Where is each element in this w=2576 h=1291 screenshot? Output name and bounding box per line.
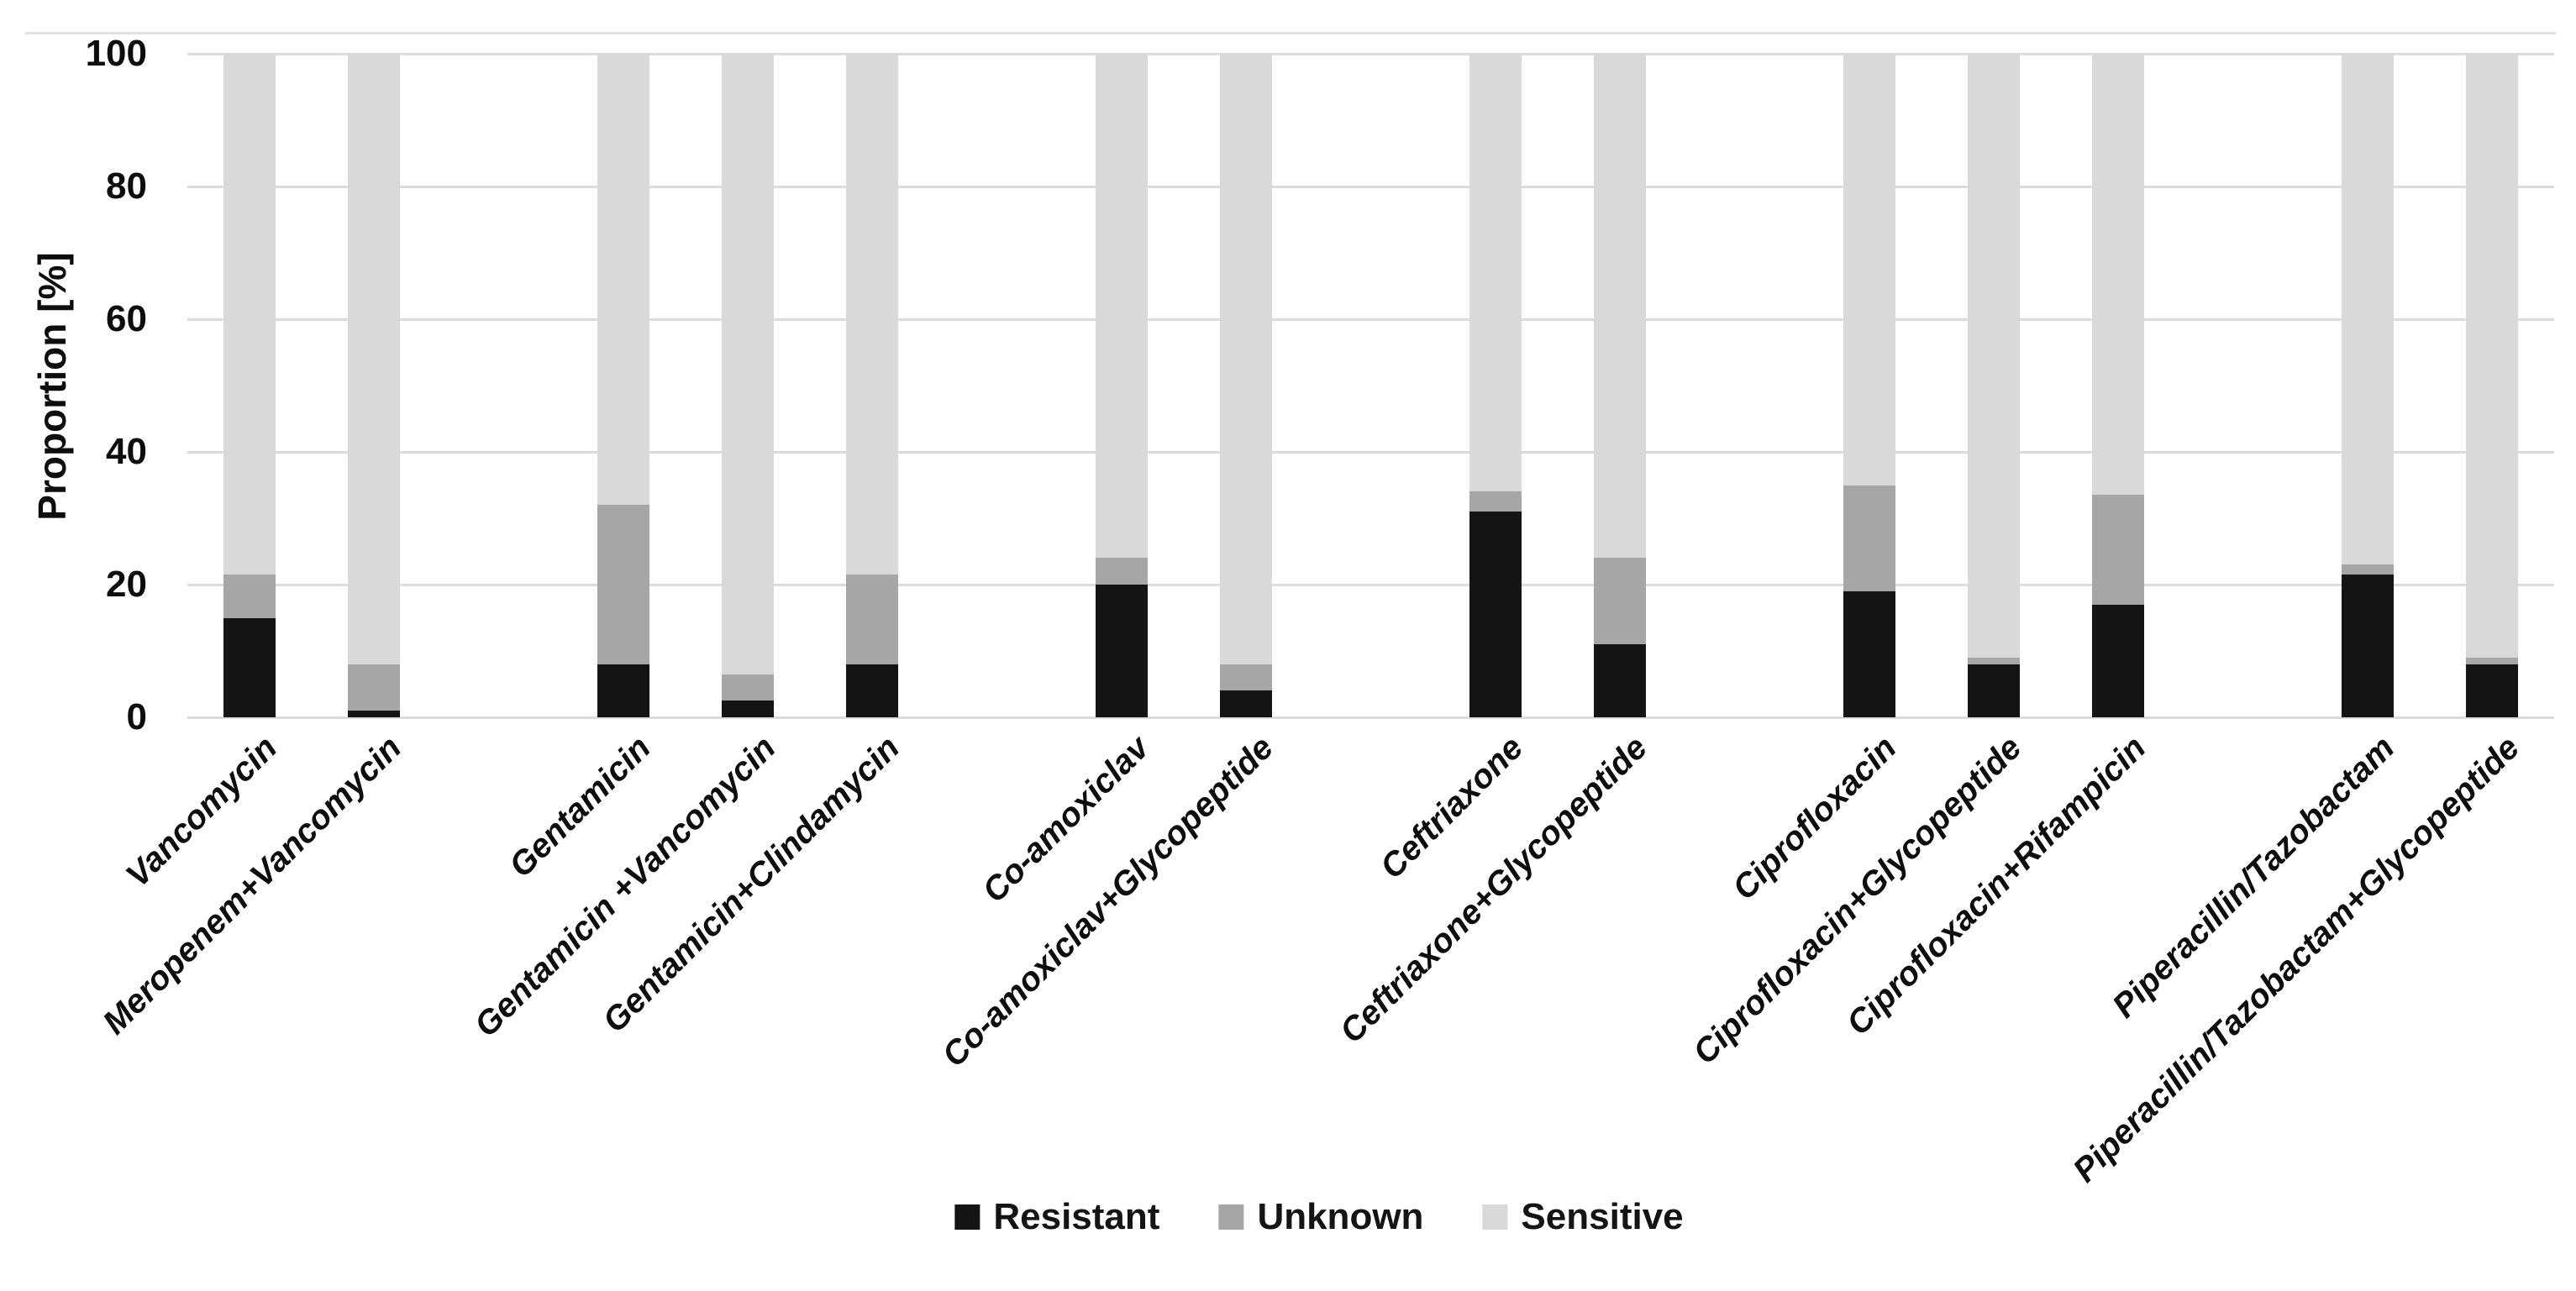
bar-segment-resistant — [1967, 664, 2020, 717]
bar-piperacillin-tazobactam — [2341, 54, 2394, 717]
bar-segment-unknown — [1095, 558, 1148, 585]
bar-segment-resistant — [223, 617, 276, 717]
bar-segment-unknown — [1469, 491, 1522, 512]
bar-segment-resistant — [846, 664, 899, 717]
legend-swatch-sensitive — [1482, 1204, 1508, 1230]
bar-ceftriaxone-glycopeptide — [1594, 54, 1647, 717]
bar-gentamicin-vancomycin — [722, 54, 775, 717]
bar-ceftriaxone — [1469, 54, 1522, 717]
gridline-60 — [187, 318, 2554, 321]
x-axis-label: Piperacillin/Tazobactam+Glycopeptide — [2066, 729, 2526, 1189]
bar-segment-unknown — [1967, 657, 2020, 664]
bar-segment-sensitive — [2341, 54, 2394, 565]
bar-segment-unknown — [846, 575, 899, 664]
bar-segment-resistant — [1220, 690, 1273, 717]
bar-segment-sensitive — [2092, 54, 2145, 496]
bar-segment-resistant — [1594, 644, 1647, 717]
bar-segment-resistant — [1843, 590, 1895, 717]
legend-swatch-unknown — [1218, 1204, 1244, 1230]
bar-segment-resistant — [597, 664, 649, 717]
y-tick-label-20: 20 — [106, 564, 147, 605]
bar-segment-resistant — [722, 701, 775, 717]
bar-segment-sensitive — [348, 54, 401, 664]
bar-segment-unknown — [1843, 485, 1895, 591]
bar-segment-resistant — [1095, 585, 1148, 717]
bar-ciprofloxacin — [1843, 54, 1895, 717]
bar-segment-sensitive — [846, 54, 899, 575]
bar-segment-resistant — [348, 711, 401, 717]
gridline-20 — [187, 584, 2554, 586]
legend-swatch-resistant — [954, 1204, 980, 1230]
bar-segment-unknown — [2092, 495, 2145, 605]
bar-vancomycin — [223, 54, 276, 717]
bar-ciprofloxacin-rifampicin — [2092, 54, 2145, 717]
legend-label: Resistant — [993, 1196, 1160, 1237]
bar-gentamicin-clindamycin — [846, 54, 899, 717]
bar-meropenem-vancomycin — [348, 54, 401, 717]
bar-co-amoxiclav-glycopeptide — [1220, 54, 1273, 717]
legend: Resistant Unknown Sensitive — [954, 1196, 1684, 1238]
bar-segment-unknown — [1220, 664, 1273, 691]
gridline-80 — [187, 186, 2554, 188]
bar-segment-unknown — [597, 505, 649, 664]
bar-segment-unknown — [348, 664, 401, 711]
gridline-0 — [187, 716, 2554, 719]
legend-item-resistant: Resistant — [954, 1196, 1159, 1238]
bar-segment-unknown — [223, 575, 276, 618]
bar-segment-sensitive — [1967, 54, 2020, 658]
bar-segment-sensitive — [223, 54, 276, 575]
bar-segment-sensitive — [1594, 54, 1647, 559]
bar-segment-sensitive — [1095, 54, 1148, 559]
bar-segment-resistant — [2341, 575, 2394, 717]
y-tick-label-60: 60 — [106, 298, 147, 339]
bar-segment-unknown — [1594, 558, 1647, 645]
y-tick-label-80: 80 — [106, 165, 147, 207]
bar-segment-sensitive — [1843, 54, 1895, 485]
bar-ciprofloxacin-glycopeptide — [1967, 54, 2020, 717]
y-axis-title: Proportion [%] — [30, 252, 74, 521]
bar-segment-sensitive — [1469, 54, 1522, 492]
bar-segment-unknown — [722, 674, 775, 701]
legend-item-sensitive: Sensitive — [1482, 1196, 1684, 1238]
bar-gentamicin — [597, 54, 649, 717]
bar-piperacillin-tazobactam-glycopeptide — [2465, 54, 2518, 717]
bar-segment-sensitive — [2465, 54, 2518, 658]
bar-segment-unknown — [2341, 564, 2394, 575]
legend-item-unknown: Unknown — [1218, 1196, 1423, 1238]
y-tick-label-40: 40 — [106, 431, 147, 472]
bar-segment-sensitive — [722, 54, 775, 674]
y-tick-label-0: 0 — [126, 696, 147, 737]
chart-top-border — [25, 32, 2556, 34]
bar-segment-resistant — [2465, 664, 2518, 717]
bar-co-amoxiclav — [1095, 54, 1148, 717]
legend-label: Unknown — [1257, 1196, 1424, 1237]
y-tick-label-100: 100 — [85, 33, 147, 74]
legend-label: Sensitive — [1521, 1196, 1684, 1237]
bar-segment-resistant — [2092, 604, 2145, 717]
gridline-100 — [187, 53, 2554, 55]
bar-segment-sensitive — [597, 54, 649, 506]
bar-segment-resistant — [1469, 512, 1522, 717]
bar-segment-sensitive — [1220, 54, 1273, 664]
bar-segment-unknown — [2465, 657, 2518, 664]
gridline-40 — [187, 451, 2554, 454]
